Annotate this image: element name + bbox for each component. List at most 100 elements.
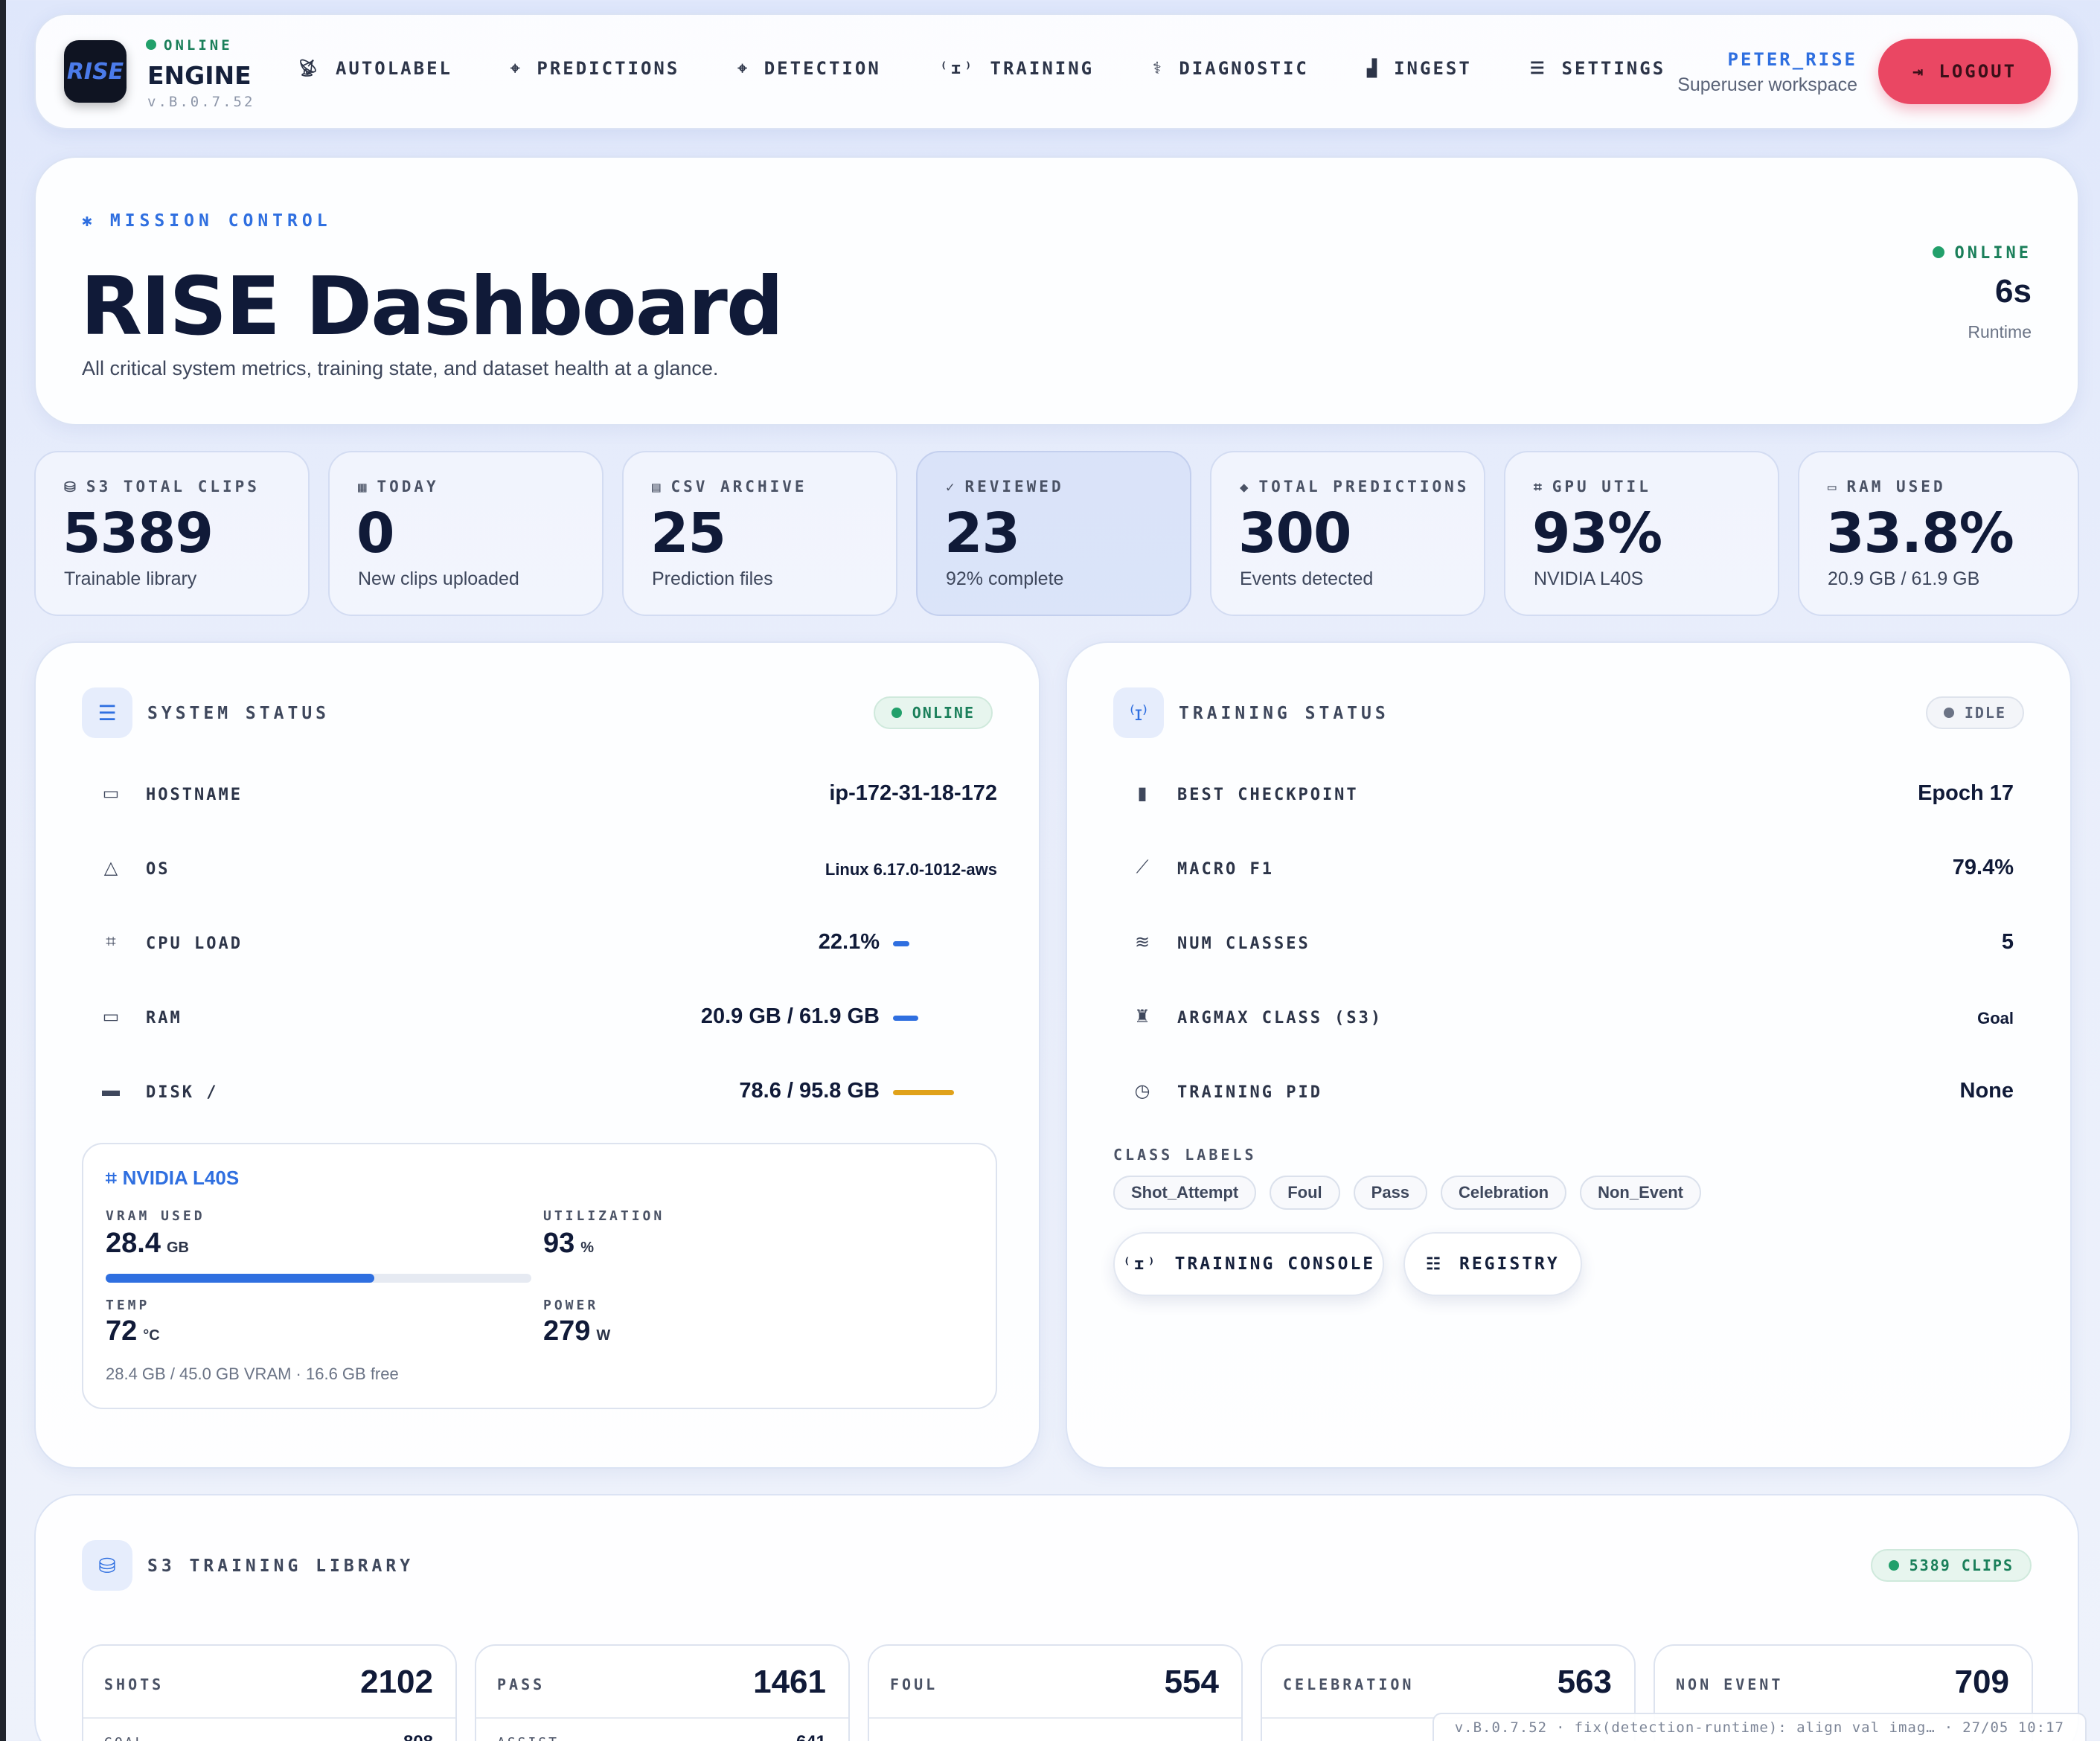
check-icon: ✓ (946, 479, 958, 496)
library-card-value: 2102 (360, 1664, 433, 1700)
runtime-value: 6s (1995, 273, 2032, 310)
panel-title: S3 TRAINING LIBRARY (147, 1556, 414, 1576)
stat-card-csv-archive[interactable]: ▤ CSV ARCHIVE 25 Prediction files (622, 451, 897, 616)
s3-training-library-panel: ⛁ S3 TRAINING LIBRARY 5389 CLIPS SHOTS 2… (34, 1494, 2079, 1741)
chart-line-icon: ⟋ (1136, 857, 1149, 877)
gpu-footer: 28.4 GB / 45.0 GB VRAM · 16.6 GB free (106, 1365, 399, 1383)
system-row-cpu-load: ⌗ CPU LOAD 22.1% (82, 921, 997, 966)
panel-title: SYSTEM STATUS (147, 704, 330, 723)
page-title: RISE Dashboard (80, 260, 784, 353)
memory-icon: ▭ (1828, 479, 1840, 496)
library-card-label: NON EVENT (1676, 1676, 1784, 1693)
status-badge-text: ONLINE (912, 704, 975, 722)
vram-number: 28.4 (106, 1228, 161, 1259)
row-label: CPU LOAD (146, 934, 243, 953)
hero-eyebrow: ✱ MISSION CONTROL (82, 211, 332, 231)
tag-icon: ◆ (1240, 479, 1252, 496)
stat-sub: Events detected (1240, 568, 1374, 589)
stat-card-total-predictions[interactable]: ◆ TOTAL PREDICTIONS 300 Events detected (1210, 451, 1485, 616)
power-unit: W (596, 1327, 611, 1344)
library-card-value: 1461 (753, 1664, 826, 1700)
logout-button[interactable]: ⇥ LOGOUT (1878, 39, 2051, 104)
row-value: 5 (2001, 930, 2014, 954)
class-chip[interactable]: Shot_Attempt (1113, 1176, 1257, 1210)
stat-card-reviewed[interactable]: ✓ REVIEWED 23 92% complete (916, 451, 1191, 616)
class-labels-title: CLASS LABELS (1113, 1146, 1257, 1164)
vram-unit: GB (166, 1240, 189, 1256)
stat-label: ▭ RAM USED (1828, 478, 1946, 496)
class-label-chips: Shot_Attempt Foul Pass Celebration Non_E… (1113, 1176, 1715, 1210)
stat-card-s3-total-clips[interactable]: ⛁ S3 TOTAL CLIPS 5389 Trainable library (34, 451, 310, 616)
stat-card-today[interactable]: ▦ TODAY 0 New clips uploaded (328, 451, 604, 616)
row-label: TRAINING PID (1177, 1083, 1322, 1102)
class-chip[interactable]: Celebration (1441, 1176, 1567, 1210)
library-card-label: PASS (497, 1676, 545, 1693)
utilization-value: 93% (543, 1228, 594, 1260)
library-card-pass[interactable]: PASS 1461 ASSIST 641 (475, 1644, 850, 1741)
nav-item-predictions[interactable]: ⌖ PREDICTIONS (510, 58, 679, 79)
database-icon: ⛁ (82, 1540, 132, 1591)
stat-label-text: TOTAL PREDICTIONS (1258, 478, 1470, 496)
stat-value: 33.8% (1826, 501, 2014, 565)
brand-status: ONLINE (146, 37, 233, 54)
training-console-button[interactable]: ⁽ɪ⁾ TRAINING CONSOLE (1113, 1232, 1384, 1296)
cpu-icon: ⌗ (106, 932, 116, 952)
temp-unit: °C (143, 1327, 160, 1344)
status-dot-icon (1888, 1560, 1899, 1571)
system-row-hostname: ▭ HOSTNAME ip-172-31-18-172 (82, 772, 997, 817)
logout-label: LOGOUT (1939, 61, 2017, 82)
class-chip[interactable]: Pass (1353, 1176, 1428, 1210)
stat-sub: Prediction files (652, 568, 773, 589)
row-value: None (1959, 1079, 2014, 1103)
runtime-panel: ONLINE 6s Runtime (1932, 244, 2032, 342)
vram-bar-fill (106, 1274, 374, 1283)
build-footer: v.B.0.7.52 · fix(detection-runtime): ali… (1432, 1713, 2087, 1741)
rise-logo[interactable]: RISE (64, 40, 127, 103)
library-card-sub-label: GOAL (104, 1735, 145, 1741)
registry-button[interactable]: ☷ REGISTRY (1403, 1232, 1582, 1296)
nav-item-diagnostic[interactable]: ⚕ DIAGNOSTIC (1152, 58, 1309, 79)
system-row-ram: ▭ RAM 20.9 GB / 61.9 GB (82, 995, 997, 1040)
stat-label-text: CSV ARCHIVE (670, 478, 807, 496)
class-chip[interactable]: Foul (1270, 1176, 1340, 1210)
library-card-label: SHOTS (104, 1676, 164, 1693)
chip-icon: ⌗ (106, 1167, 117, 1189)
stat-label-text: REVIEWED (964, 478, 1064, 496)
stat-sub: 92% complete (946, 568, 1064, 589)
nav-item-ingest[interactable]: ▟ INGEST (1367, 58, 1472, 79)
library-card-sub-value: 641 (796, 1732, 826, 1741)
stat-value: 300 (1238, 501, 1351, 565)
class-chip[interactable]: Non_Event (1580, 1176, 1701, 1210)
divider (83, 1717, 455, 1719)
library-card-foul[interactable]: FOUL 554 (868, 1644, 1243, 1741)
clock-icon: ◷ (1134, 1081, 1150, 1101)
nav-item-autolabel[interactable]: 📡︎ AUTOLABEL (298, 58, 452, 79)
list-icon: ☷ (1426, 1254, 1443, 1274)
status-dot-icon (1943, 708, 1954, 718)
status-dot-icon (891, 708, 902, 718)
hero-eyebrow-text: MISSION CONTROL (109, 211, 332, 231)
button-label: REGISTRY (1459, 1254, 1560, 1274)
nav-item-training[interactable]: ⁽ɪ⁾ TRAINING (939, 58, 1094, 79)
nav-item-detection[interactable]: ⌖ DETECTION (737, 58, 880, 79)
user-info[interactable]: PETER_RISE Superuser workspace (1677, 49, 1857, 96)
utilization-unit: % (580, 1240, 595, 1256)
stat-value: 0 (356, 501, 394, 565)
stat-value: 25 (650, 501, 726, 565)
dashboard-page: RISE ONLINE ENGINE v.B.0.7.52 📡︎ AUTOLABE… (7, 0, 2100, 1741)
system-status-panel: ☰ SYSTEM STATUS ONLINE ▭ HOSTNAME ip-172… (34, 641, 1040, 1469)
gpu-name: NVIDIA L40S (122, 1167, 240, 1189)
library-card-shots[interactable]: SHOTS 2102 GOAL 808 (82, 1644, 457, 1741)
clips-badge-text: 5389 CLIPS (1909, 1556, 2014, 1574)
stat-card-gpu-util[interactable]: ⌗ GPU UTIL 93% NVIDIA L40S (1504, 451, 1779, 616)
stat-card-ram-used[interactable]: ▭ RAM USED 33.8% 20.9 GB / 61.9 GB (1798, 451, 2079, 616)
stat-label-text: S3 TOTAL CLIPS (86, 478, 260, 496)
factory-icon: ▟ (1366, 59, 1380, 78)
system-row-os: △ OS Linux 6.17.0-1012-aws (82, 847, 997, 891)
footer-separator: · (1556, 1719, 1566, 1736)
row-label: RAM (146, 1009, 182, 1027)
nav-item-settings[interactable]: ☰ SETTINGS (1530, 58, 1665, 79)
hero-card: ✱ MISSION CONTROL RISE Dashboard All crit… (34, 156, 2079, 426)
status-badge: ONLINE (873, 696, 993, 729)
logout-icon: ⇥ (1912, 61, 1926, 82)
